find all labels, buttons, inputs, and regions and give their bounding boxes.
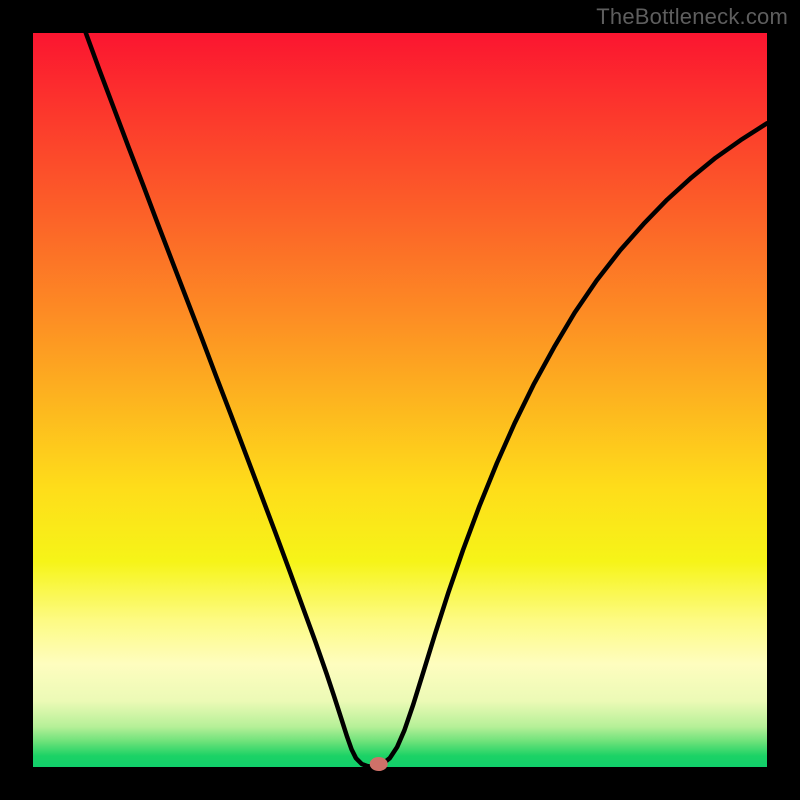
plot-background-gradient xyxy=(33,33,767,767)
optimal-point-marker xyxy=(370,757,388,771)
bottleneck-chart xyxy=(0,0,800,800)
chart-container: TheBottleneck.com xyxy=(0,0,800,800)
